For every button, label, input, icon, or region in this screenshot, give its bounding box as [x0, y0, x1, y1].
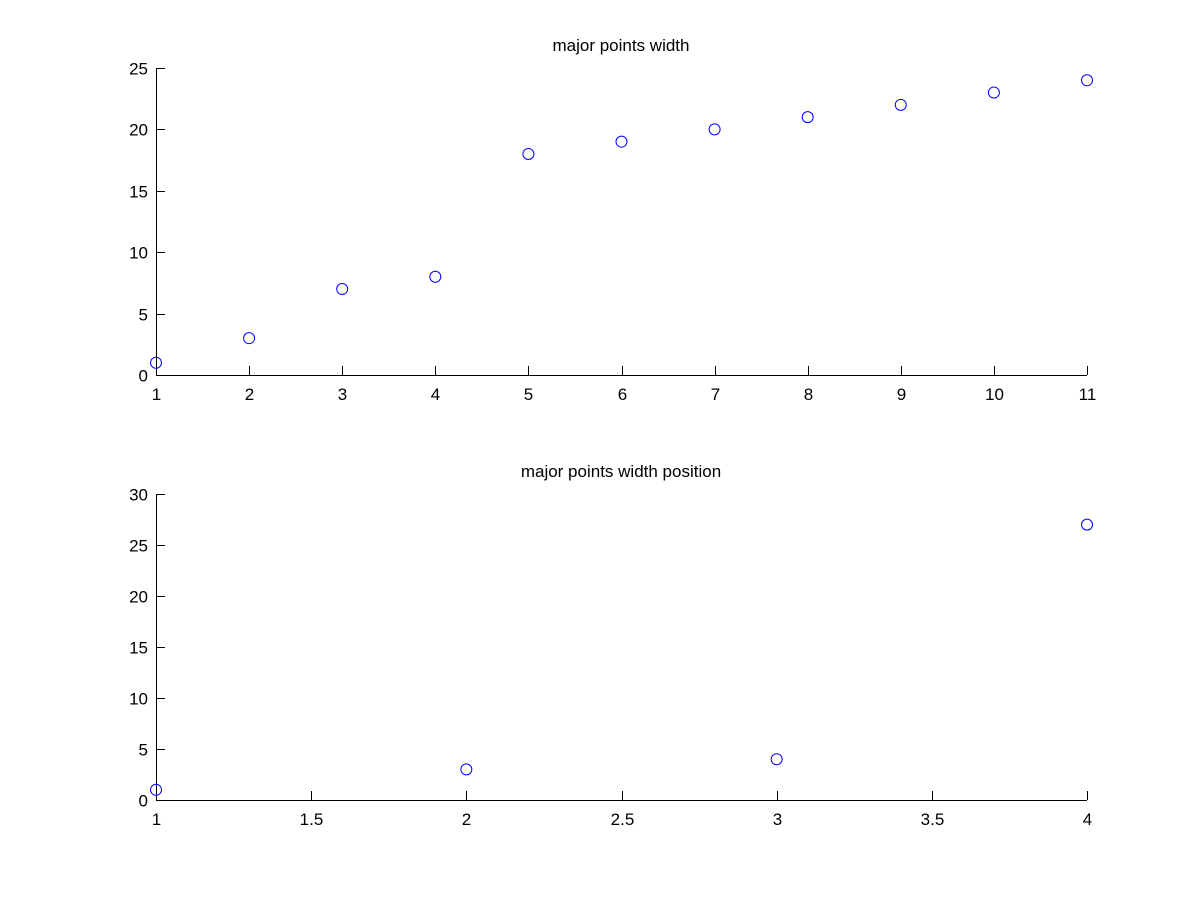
y-tick-label: 30	[129, 486, 148, 505]
data-point	[894, 98, 907, 111]
x-tick-label: 10	[985, 385, 1004, 404]
data-point	[987, 86, 1000, 99]
y-tick-label: 20	[129, 121, 148, 140]
x-tick-label: 4	[1083, 810, 1092, 829]
y-tick-label: 0	[139, 367, 148, 386]
y-tick-label: 5	[139, 306, 148, 325]
y-tick-label: 25	[129, 537, 148, 556]
x-tick-label: 9	[897, 385, 906, 404]
x-tick-label: 1.5	[300, 810, 324, 829]
x-tick-label: 6	[618, 385, 627, 404]
x-tick-label: 2	[245, 385, 254, 404]
x-tick-label: 7	[711, 385, 720, 404]
x-tick-label: 1	[152, 810, 161, 829]
plot-bottom: major points width position 0 5 10 15 20 25 30…	[129, 462, 1093, 829]
data-point	[708, 123, 721, 136]
y-tick-label: 25	[129, 60, 148, 79]
y-tick-label: 20	[129, 588, 148, 607]
data-point	[429, 270, 442, 283]
x-tick-label: 2	[462, 810, 471, 829]
data-point	[1081, 74, 1093, 87]
data-point	[770, 753, 783, 766]
x-tick-label: 4	[431, 385, 440, 404]
y-tick-label: 10	[129, 244, 148, 263]
x-tick-label: 3.5	[921, 810, 945, 829]
data-point	[150, 356, 162, 369]
y-tick-label: 5	[139, 741, 148, 760]
x-tick-label: 5	[524, 385, 533, 404]
x-tick-label: 11	[1079, 385, 1097, 404]
y-tick-label: 15	[129, 639, 148, 658]
y-tick-label: 15	[129, 183, 148, 202]
data-point	[336, 283, 349, 296]
data-point	[1081, 518, 1093, 531]
y-tick-label: 0	[139, 792, 148, 811]
x-tick-label: 3	[773, 810, 782, 829]
plot-title: major points width position	[521, 462, 721, 481]
x-tick-label: 3	[338, 385, 347, 404]
y-tick-label: 10	[129, 690, 148, 709]
plot-title: major points width	[552, 36, 689, 55]
x-tick-label: 8	[804, 385, 813, 404]
data-point	[615, 135, 628, 148]
plot-top: major points width 0 5 10 15 20 25 1 2 3 4 5 6 7 8 9 10…	[129, 36, 1096, 404]
data-point	[243, 332, 256, 345]
data-point	[150, 783, 162, 796]
data-point	[460, 763, 473, 776]
data-point	[801, 111, 814, 124]
data-point	[522, 147, 535, 160]
x-tick-label: 1	[152, 385, 161, 404]
x-tick-label: 2.5	[611, 810, 635, 829]
